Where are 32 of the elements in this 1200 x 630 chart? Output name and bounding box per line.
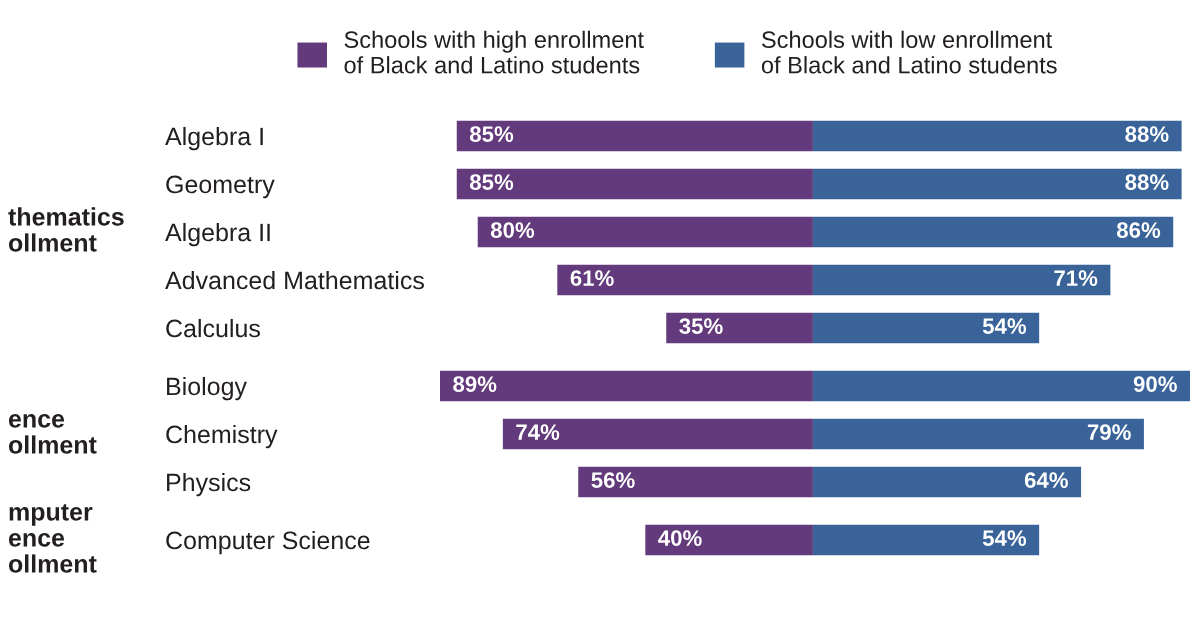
data-label: 85% (469, 174, 514, 190)
y-tick-label: Algebra I (165, 126, 263, 151)
data-label: 89% (453, 376, 497, 392)
data-label: 71% (1054, 270, 1098, 286)
legend-label: Schools with low enrollment of Black and Latino students (761, 30, 1057, 74)
y-tick-label: Algebra II (165, 222, 270, 247)
y-axis-title: mputer ence ollment (8, 504, 97, 573)
data-label: 90% (1133, 376, 1177, 392)
data-label: 86% (1116, 222, 1161, 238)
data-label: 74% (516, 424, 560, 440)
y-tick-label: Chemistry (166, 424, 278, 449)
y-axis-title: ence ollment (8, 413, 97, 454)
y-tick-label: Biology (167, 376, 247, 401)
data-label: 88% (1125, 174, 1169, 190)
data-label: 40% (658, 530, 702, 546)
y-tick-label: Physics (167, 472, 251, 497)
data-label: 54% (982, 530, 1027, 546)
data-label: 80% (490, 222, 535, 238)
data-label: 56% (591, 472, 635, 488)
data-label: 35% (679, 318, 723, 334)
y-tick-label: Computer Science (166, 530, 370, 555)
y-tick-label: Advanced Mathematics (165, 270, 424, 290)
data-label: 54% (982, 318, 1027, 334)
y-tick-label: Calculus (166, 318, 260, 338)
data-label: 85% (469, 126, 514, 142)
legend-label: Schools with high enrollment of Black and Latino students (344, 30, 644, 74)
data-label: 88% (1125, 126, 1169, 142)
y-axis-title: thematics ollment (8, 207, 124, 252)
data-label: 61% (570, 270, 614, 286)
data-label: 79% (1087, 424, 1131, 440)
y-tick-label: Geometry (166, 175, 275, 199)
data-label: 64% (1024, 472, 1068, 488)
